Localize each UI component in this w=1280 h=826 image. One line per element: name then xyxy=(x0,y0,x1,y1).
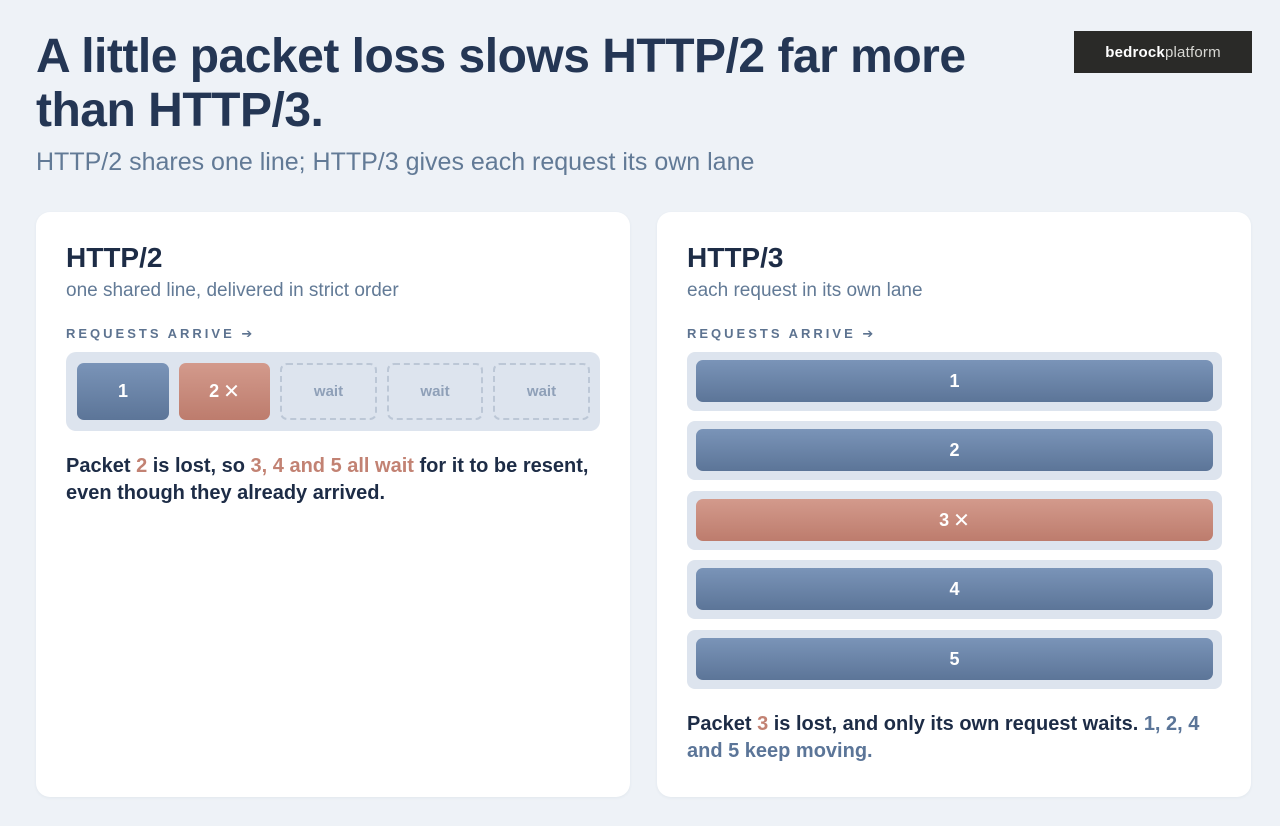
http2-subtitle: one shared line, delivered in strict ord… xyxy=(66,280,399,301)
http2-packet-2-lost: 2 ✕ xyxy=(179,363,270,420)
lane-label: 3 xyxy=(939,509,950,530)
http3-request-5: 5 xyxy=(696,638,1213,680)
lane-label: 1 xyxy=(949,370,960,391)
http3-explanation: Packet 3 is lost, and only its own reque… xyxy=(687,711,1207,765)
note-lost-packet: 3 xyxy=(757,713,769,735)
http2-card: HTTP/2 one shared line, delivered in str… xyxy=(36,212,630,797)
note-waiting-packets: 3, 4 and 5 all wait xyxy=(250,455,414,477)
http2-title: HTTP/2 xyxy=(66,242,163,273)
packet-label: wait xyxy=(526,383,557,400)
note-text: for it to be resent, even though they al… xyxy=(66,455,589,504)
http3-title: HTTP/3 xyxy=(687,242,784,273)
note-text: Packet xyxy=(687,713,758,735)
http3-lane-4: 4 xyxy=(687,560,1222,619)
page-subtitle: HTTP/2 shares one line; HTTP/3 gives eac… xyxy=(36,148,755,176)
lane-label: 2 xyxy=(949,439,960,460)
http2-packet-4-waiting: wait xyxy=(387,363,483,420)
packet-label: 2 xyxy=(209,381,220,401)
http3-lane-3: 3 ✕ xyxy=(687,491,1222,550)
http3-card: HTTP/3 each request in its own lane REQU… xyxy=(657,212,1251,797)
note-moving-packets: 1, 2, 4 and 5 keep moving. xyxy=(687,713,1200,762)
http3-lane-1: 1 xyxy=(687,352,1222,411)
http3-request-1: 1 xyxy=(696,360,1213,402)
lost-x-icon: ✕ xyxy=(953,509,970,532)
http2-packet-1: 1 xyxy=(77,363,169,420)
note-text: is lost, so xyxy=(147,455,251,477)
http3-request-2: 2 xyxy=(696,429,1213,471)
packet-label: 1 xyxy=(117,381,128,401)
note-lost-packet: 2 xyxy=(136,455,148,477)
logo-bold-text: bedrock xyxy=(1105,43,1165,61)
http2-packet-5-waiting: wait xyxy=(493,363,590,420)
note-text: is lost, and only its own request waits. xyxy=(768,713,1144,735)
http3-lane-2: 2 xyxy=(687,421,1222,480)
http2-shared-line: 1 2 ✕ wait wait wait xyxy=(66,352,600,431)
http2-explanation: Packet 2 is lost, so 3, 4 and 5 all wait… xyxy=(66,453,606,507)
http3-request-3-lost: 3 ✕ xyxy=(696,499,1213,541)
http3-requests-label: REQUESTS ARRIVE ➔ xyxy=(687,326,877,341)
http3-subtitle: each request in its own lane xyxy=(687,280,923,301)
http3-request-4: 4 xyxy=(696,568,1213,610)
logo-light-text: platform xyxy=(1164,43,1221,61)
lane-label: 4 xyxy=(949,578,960,599)
lost-x-icon: ✕ xyxy=(223,381,240,403)
lane-label: 5 xyxy=(949,648,960,669)
http2-packet-3-waiting: wait xyxy=(280,363,377,420)
page-title: A little packet loss slows HTTP/2 far mo… xyxy=(36,30,966,137)
note-text: Packet xyxy=(66,455,137,477)
brand-logo: bedrock platform xyxy=(1074,31,1252,73)
http3-lane-5: 5 xyxy=(687,630,1222,689)
packet-label: wait xyxy=(420,383,450,400)
packet-label: wait xyxy=(313,383,344,400)
http2-requests-label: REQUESTS ARRIVE ➔ xyxy=(66,326,256,341)
